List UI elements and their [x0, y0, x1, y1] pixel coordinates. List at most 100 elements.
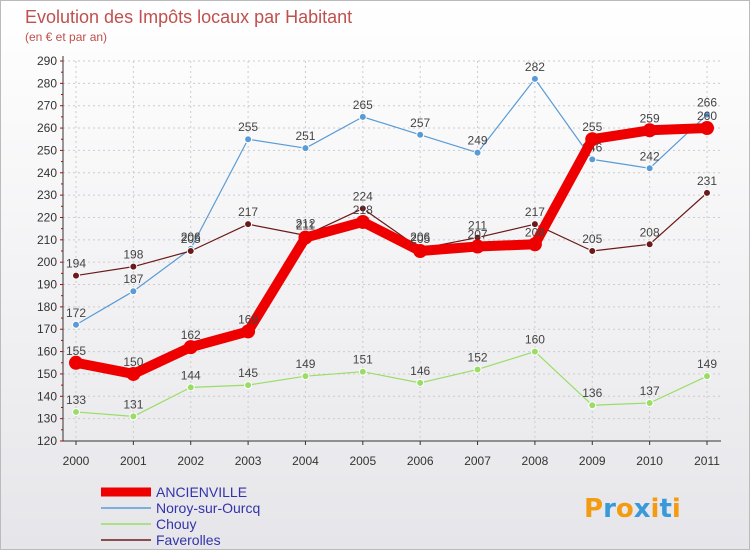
- data-label: 155: [66, 344, 86, 358]
- data-label: 217: [525, 205, 545, 219]
- data-label: 251: [295, 129, 315, 143]
- legend-label: ANCIENVILLE: [156, 484, 247, 500]
- data-label: 266: [697, 96, 717, 110]
- x-tick-label: 2004: [292, 454, 319, 468]
- data-label: 149: [697, 357, 717, 371]
- data-label: 194: [66, 257, 86, 271]
- legend-label: Faverolles: [156, 532, 221, 548]
- y-tick-label: 160: [37, 345, 57, 359]
- data-point: [241, 324, 256, 339]
- data-label: 208: [640, 225, 660, 239]
- data-point: [186, 383, 195, 392]
- data-point: [703, 110, 711, 119]
- data-point: [473, 148, 482, 157]
- data-label: 206: [181, 230, 201, 244]
- data-point: [645, 399, 654, 407]
- x-tick-label: 2009: [579, 454, 606, 468]
- x-tick-label: 2006: [407, 454, 434, 468]
- data-label: 231: [697, 174, 717, 188]
- data-label: 255: [582, 120, 602, 134]
- data-label: 265: [353, 98, 373, 112]
- data-label: 151: [353, 353, 373, 367]
- data-label: 249: [468, 134, 488, 148]
- data-label: 282: [525, 60, 545, 74]
- y-tick-label: 240: [37, 166, 57, 180]
- data-label: 211: [468, 219, 487, 233]
- logo-letter: o: [616, 494, 634, 524]
- data-point: [129, 412, 138, 421]
- y-tick-label: 190: [37, 278, 57, 292]
- x-tick-label: 2008: [522, 454, 549, 468]
- data-label: 160: [525, 333, 545, 347]
- data-label: 198: [123, 248, 143, 262]
- data-point: [298, 230, 313, 245]
- data-label: 257: [410, 116, 430, 130]
- data-point: [301, 144, 310, 153]
- data-label: 145: [238, 366, 258, 380]
- y-tick-label: 210: [37, 233, 57, 247]
- data-point: [416, 130, 425, 139]
- y-tick-label: 260: [37, 121, 57, 135]
- data-label: 205: [582, 232, 602, 246]
- data-label: 207: [468, 228, 488, 242]
- y-tick-label: 200: [37, 255, 57, 269]
- y-tick-label: 140: [37, 389, 57, 403]
- data-label: 133: [66, 393, 86, 407]
- data-point: [72, 271, 80, 280]
- data-point: [358, 204, 367, 213]
- data-point: [473, 365, 482, 374]
- logo-letter: P: [584, 494, 603, 524]
- data-point: [645, 240, 654, 249]
- data-point: [129, 262, 138, 271]
- x-tick-label: 2010: [636, 454, 663, 468]
- x-tick-label: 2005: [349, 454, 376, 468]
- data-point: [700, 121, 714, 136]
- data-label: 217: [238, 205, 258, 219]
- data-label: 136: [582, 386, 602, 400]
- y-tick-label: 290: [37, 54, 57, 68]
- x-tick-label: 2003: [235, 454, 262, 468]
- legend-label: Noroy-sur-Ourcq: [156, 500, 260, 516]
- data-label: 152: [468, 350, 488, 364]
- y-tick-label: 120: [37, 434, 57, 448]
- y-tick-label: 280: [37, 76, 57, 90]
- x-tick-label: 2011: [694, 454, 720, 468]
- series-line: [71, 123, 712, 379]
- data-label: 259: [640, 111, 660, 125]
- y-tick-label: 270: [37, 99, 57, 113]
- data-point: [244, 220, 253, 229]
- data-label: 212: [295, 216, 315, 230]
- series-chouy: [72, 347, 711, 421]
- series-line: [75, 78, 708, 326]
- data-point: [642, 123, 657, 138]
- data-point: [244, 135, 253, 144]
- data-label: 205: [410, 232, 430, 246]
- data-point: [186, 247, 195, 255]
- data-point: [413, 244, 428, 258]
- logo-letter: t: [659, 494, 671, 524]
- series-ancienville: [69, 121, 714, 381]
- data-label: 218: [353, 203, 373, 217]
- data-point: [416, 378, 425, 387]
- data-label: 149: [295, 357, 315, 371]
- y-tick-label: 130: [37, 412, 57, 426]
- data-label: 205: [181, 232, 201, 246]
- chart-subtitle: (en € et par an): [25, 30, 107, 44]
- data-point: [530, 347, 539, 356]
- data-point: [527, 237, 542, 252]
- data-point: [183, 340, 198, 355]
- data-point: [355, 214, 370, 229]
- data-point: [530, 220, 539, 229]
- logo-letter: x: [634, 494, 651, 524]
- data-point: [703, 372, 711, 381]
- series-noroy-sur-ourcq: [72, 74, 711, 329]
- data-point: [588, 247, 597, 255]
- y-tick-label: 150: [37, 367, 57, 381]
- data-label: 206: [410, 230, 430, 244]
- x-tick-label: 2007: [464, 454, 491, 468]
- data-label: 172: [66, 306, 86, 320]
- logo-letter: r: [603, 494, 616, 524]
- data-point: [129, 287, 138, 296]
